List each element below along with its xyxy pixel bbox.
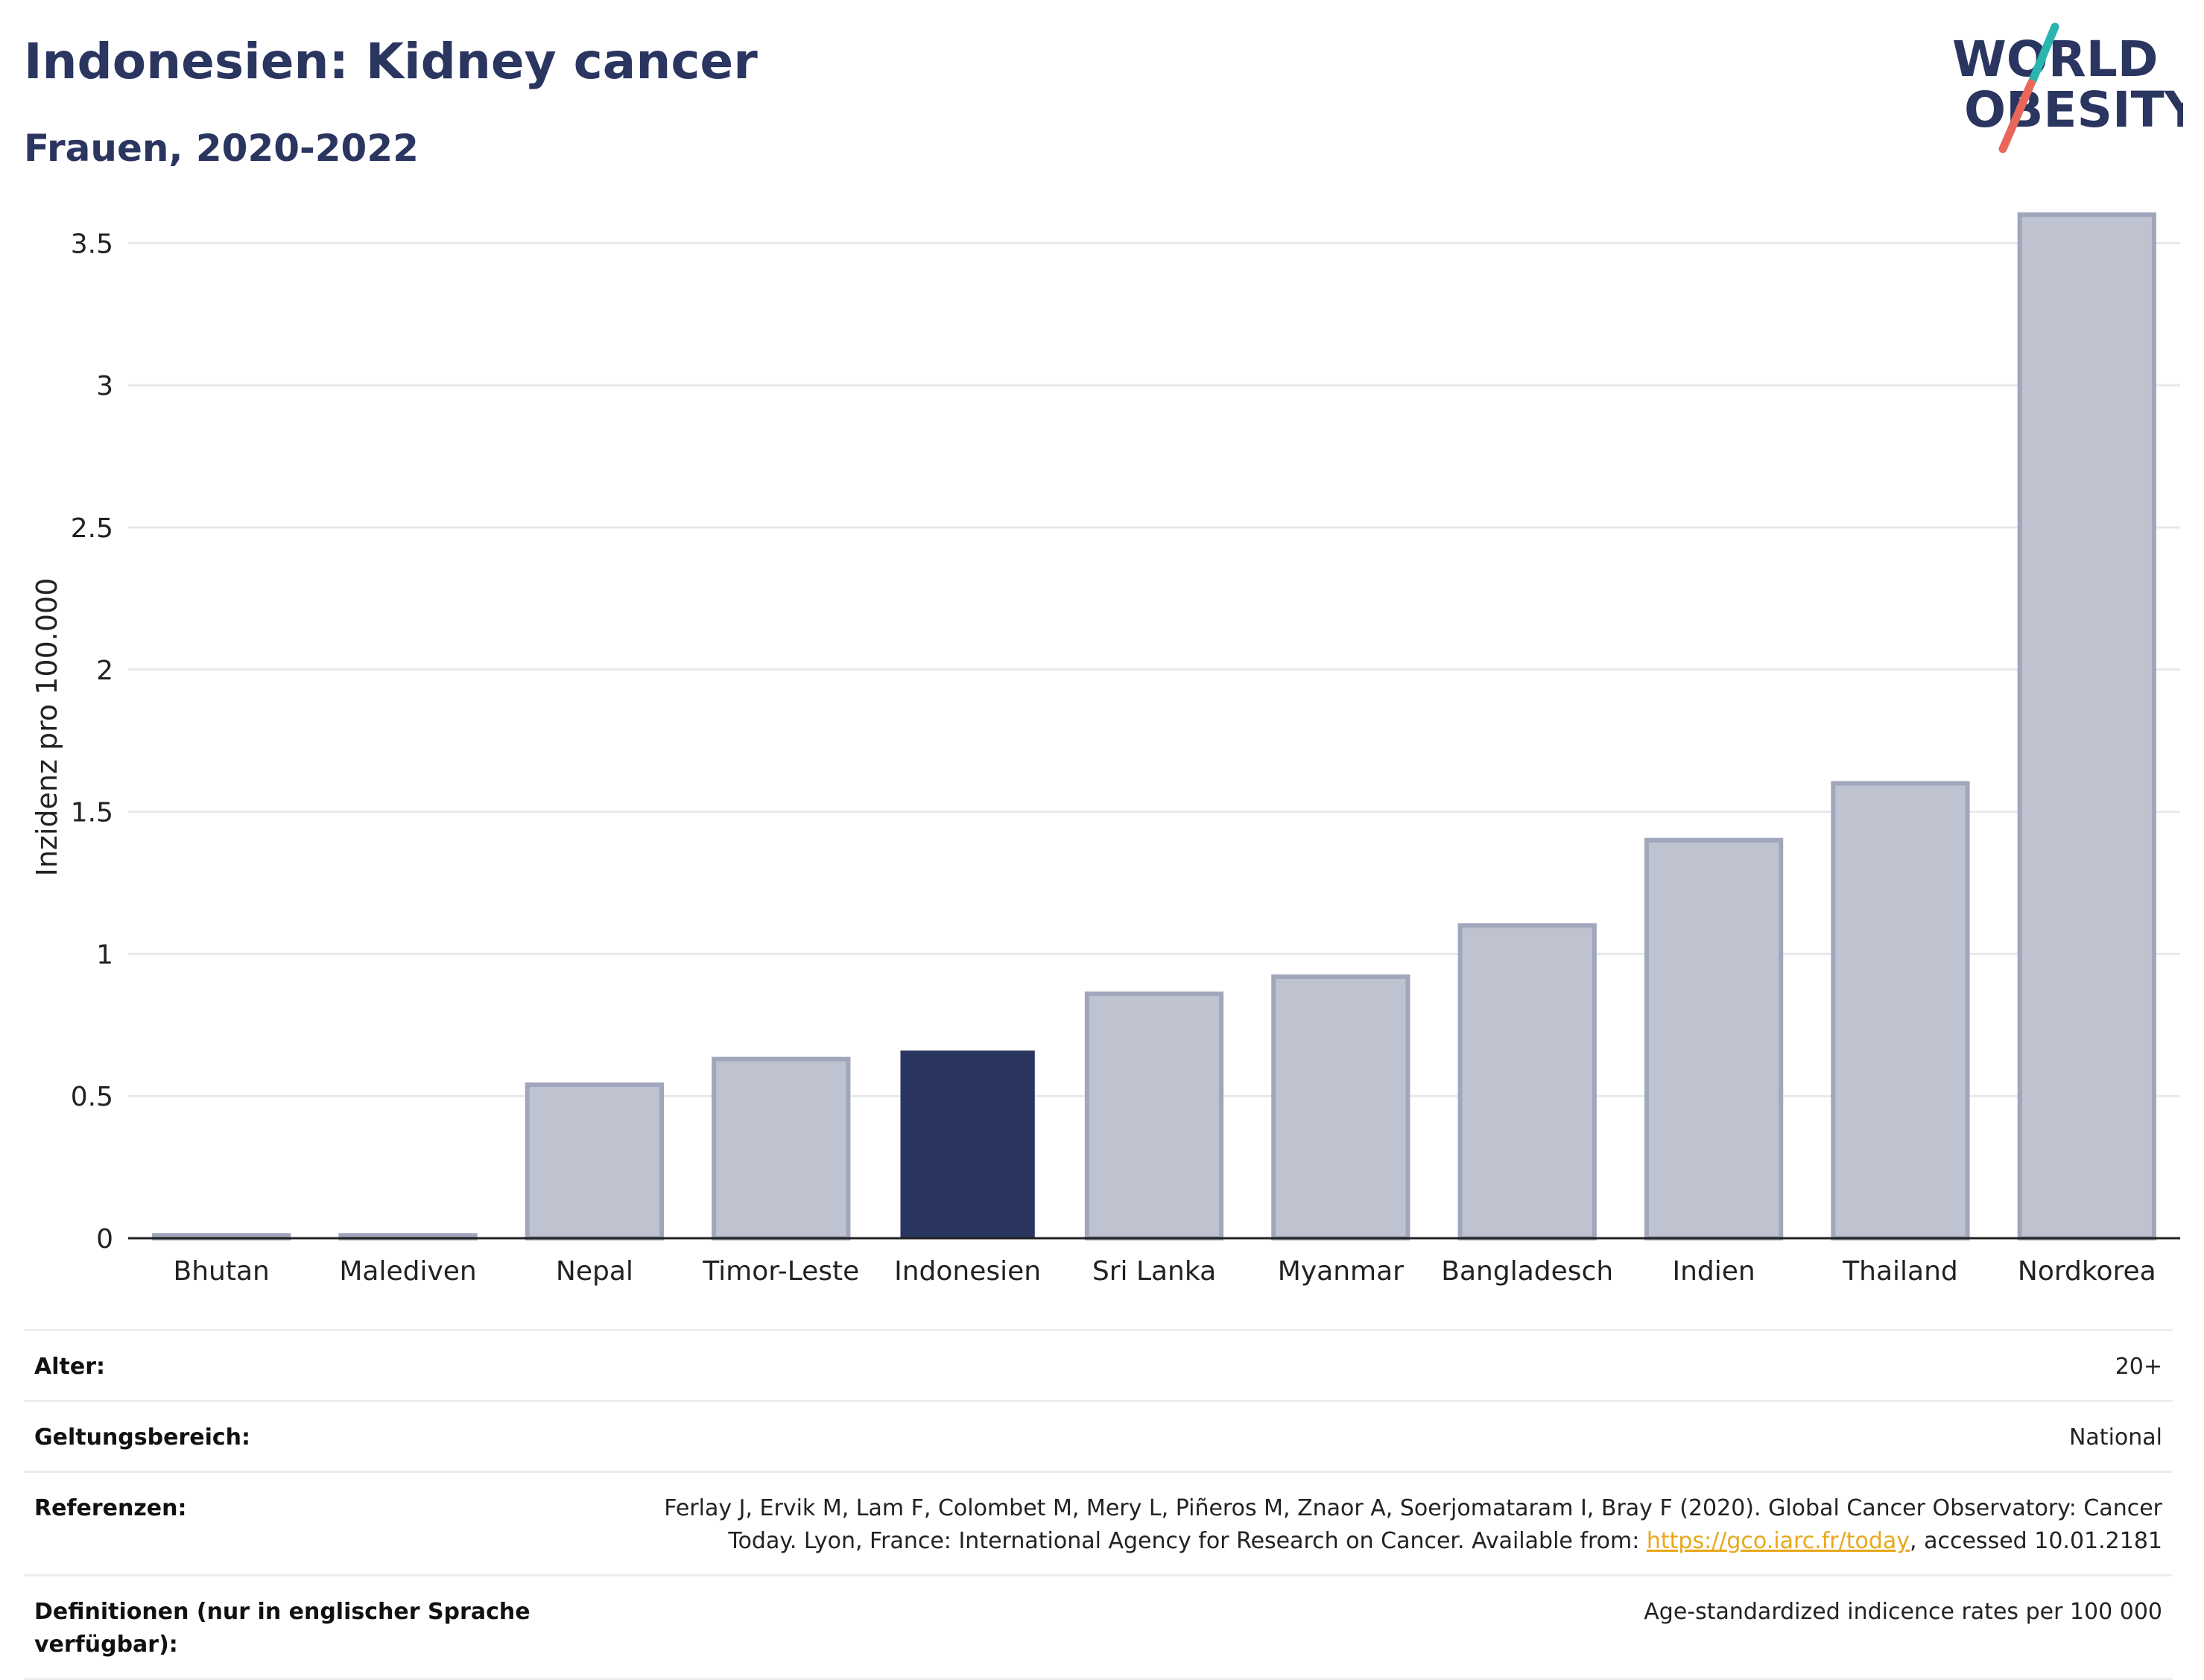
y-tick-label: 1 bbox=[96, 939, 113, 970]
references-value: Ferlay J, Ervik M, Lam F, Colombet M, Me… bbox=[598, 1492, 2162, 1558]
y-tick-label: 0.5 bbox=[71, 1082, 113, 1112]
scope-label: Geltungsbereich: bbox=[34, 1424, 251, 1451]
references-label: Referenzen: bbox=[34, 1495, 187, 1521]
y-tick-label: 0 bbox=[96, 1224, 113, 1255]
world-obesity-logo: WORLD OBESITY bbox=[1952, 22, 2183, 153]
x-tick-label: Indonesien bbox=[894, 1256, 1041, 1287]
y-tick-label: 2 bbox=[96, 656, 113, 686]
scope-value: National bbox=[2068, 1424, 2162, 1451]
y-axis-title: Inzidenz pro 100.000 bbox=[31, 578, 63, 877]
x-axis-ticks: Bhutan Malediven Nepal Timor-Leste Indonesie… bbox=[174, 1256, 2156, 1287]
info-table: Alter: 20+ Geltungsbereich: National Ref… bbox=[24, 1329, 2173, 1680]
bar-timor-leste bbox=[712, 1056, 851, 1240]
bar-myanmar bbox=[1271, 974, 1410, 1240]
page-title: Indonesien: Kidney cancer bbox=[24, 33, 758, 90]
bar-bangladesch bbox=[1457, 923, 1597, 1240]
age-value: 20+ bbox=[2115, 1354, 2162, 1380]
x-tick-label: Timor-Leste bbox=[702, 1256, 859, 1287]
logo-line2: OBESITY bbox=[1964, 81, 2183, 139]
y-tick-label: 2.5 bbox=[71, 513, 113, 544]
definitions-label: Definitionen (nur in englischer Sprache … bbox=[34, 1599, 531, 1658]
bar-indien bbox=[1644, 837, 1784, 1240]
logo-slash-top bbox=[2028, 22, 2059, 85]
bar-indonesien bbox=[900, 1050, 1035, 1238]
y-tick-label: 3.5 bbox=[71, 229, 113, 259]
bar-chart: 0 0.5 1 1.5 2 2.5 3 3.5 Bhutan Malediven Nepal Tim… bbox=[31, 212, 2180, 1287]
x-tick-label: Indien bbox=[1672, 1256, 1755, 1287]
x-tick-label: Malediven bbox=[339, 1256, 476, 1287]
x-tick-label: Nepal bbox=[556, 1256, 633, 1287]
references-text: Ferlay J, Ervik M, Lam F, Colombet M, Me… bbox=[664, 1495, 2162, 1554]
info-row-definitions: Definitionen (nur in englischer Sprache … bbox=[24, 1574, 2173, 1680]
y-tick-label: 3 bbox=[96, 371, 113, 402]
y-axis-ticks: 0 0.5 1 1.5 2 2.5 3 3.5 bbox=[71, 229, 113, 1255]
references-accessed: , accessed 10.01.2181 bbox=[1910, 1528, 2162, 1554]
info-row-age: Alter: 20+ bbox=[24, 1329, 2173, 1400]
x-tick-label: Bangladesch bbox=[1441, 1256, 1613, 1287]
x-tick-label: Thailand bbox=[1842, 1256, 1958, 1287]
x-tick-label: Sri Lanka bbox=[1092, 1256, 1216, 1287]
definitions-value: Age-standardized indicence rates per 100… bbox=[1644, 1599, 2162, 1625]
y-tick-label: 1.5 bbox=[71, 798, 113, 828]
x-tick-label: Nordkorea bbox=[2018, 1256, 2156, 1287]
logo-line1: WORLD bbox=[1952, 31, 2159, 88]
bar-nepal bbox=[525, 1082, 665, 1240]
age-label: Alter: bbox=[34, 1354, 105, 1380]
x-tick-label: Myanmar bbox=[1278, 1256, 1404, 1287]
references-link[interactable]: https://gco.iarc.fr/today bbox=[1646, 1528, 1910, 1554]
bar-nordkorea bbox=[2017, 212, 2156, 1241]
x-tick-label: Bhutan bbox=[174, 1256, 270, 1287]
bar-thailand bbox=[1831, 781, 1970, 1240]
info-row-references: Referenzen: Ferlay J, Ervik M, Lam F, Co… bbox=[24, 1471, 2173, 1574]
info-row-scope: Geltungsbereich: National bbox=[24, 1400, 2173, 1471]
bar-sri-lanka bbox=[1084, 991, 1224, 1240]
logo-slash-bottom bbox=[1998, 79, 2036, 153]
bars bbox=[152, 212, 2156, 1241]
page-subtitle: Frauen, 2020-2022 bbox=[24, 127, 419, 170]
